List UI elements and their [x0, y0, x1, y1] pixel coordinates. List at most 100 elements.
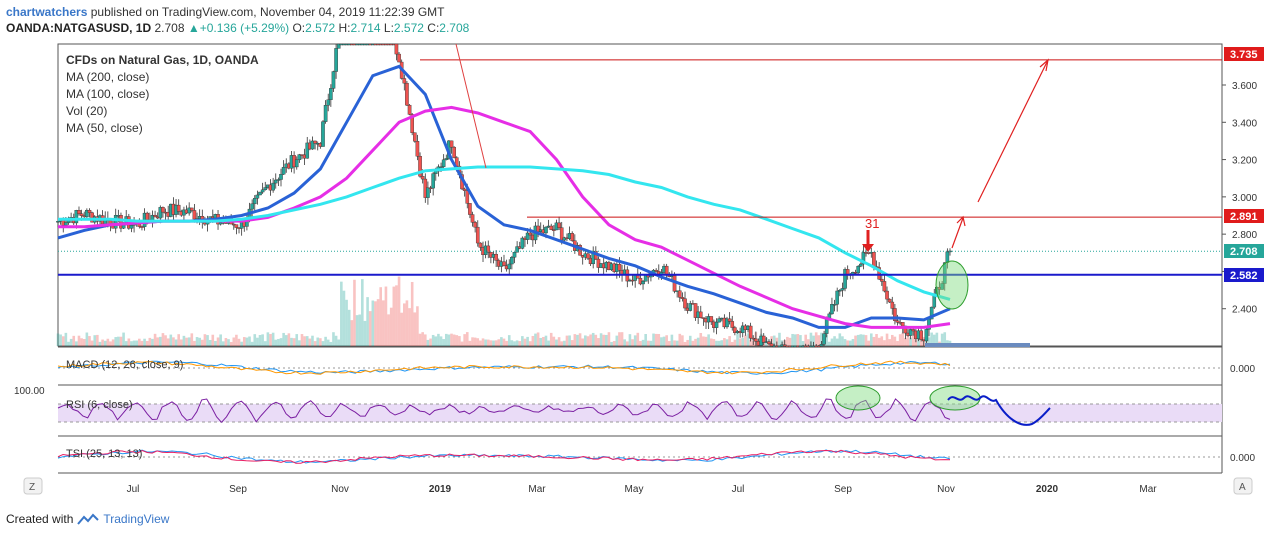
volume-bar	[793, 334, 797, 346]
candle-body	[507, 263, 512, 270]
volume-bar	[605, 334, 608, 346]
volume-bar	[867, 340, 870, 346]
volume-bar	[473, 337, 477, 346]
volume-bar	[586, 336, 590, 346]
volume-bar	[148, 337, 152, 346]
candle-body	[260, 189, 265, 193]
support-level-tag	[1224, 268, 1264, 282]
last-price-value: 2.708	[1230, 246, 1258, 258]
volume-bar	[410, 281, 414, 346]
volume-bar	[691, 340, 695, 346]
candle-body	[859, 263, 863, 267]
candle-body	[189, 207, 194, 211]
volume-bar	[232, 337, 236, 346]
macd-label[interactable]: MACD (12, 26, close, 9)	[66, 359, 183, 371]
volume-bar	[505, 340, 508, 346]
candle-body	[596, 258, 601, 268]
volume-bar	[660, 337, 663, 346]
tsi-label[interactable]: TSI (25, 13, 13)	[66, 448, 142, 460]
candle-body	[475, 226, 480, 244]
volume-bar	[681, 335, 684, 346]
candle-body	[830, 304, 834, 315]
volume-bar	[67, 341, 70, 346]
candle-body	[908, 329, 913, 336]
volume-bars	[56, 276, 952, 346]
publisher-username[interactable]: chartwatchers	[6, 5, 88, 19]
volume-bar	[552, 336, 556, 346]
candle-body	[140, 226, 144, 228]
volume-bar	[594, 334, 598, 346]
candle-body	[887, 298, 892, 303]
candle-body	[478, 242, 483, 248]
volume-bar	[253, 334, 257, 346]
volume-bar	[864, 335, 868, 346]
volume-bar	[59, 334, 62, 346]
time-tick-label: Jul	[732, 484, 745, 495]
candle-body	[525, 232, 530, 240]
volume-bar	[106, 338, 110, 346]
volume-bar	[292, 338, 296, 346]
volume-bar	[515, 340, 519, 346]
volume-bar	[237, 338, 241, 346]
candle-body	[502, 261, 506, 266]
legend-ma200[interactable]: MA (200, close)	[66, 70, 149, 84]
legend-vol[interactable]: Vol (20)	[66, 104, 107, 118]
volume-bar	[190, 333, 194, 346]
volume-bar	[119, 336, 123, 346]
candle-body	[158, 207, 163, 219]
candle-body	[769, 343, 774, 347]
candle-body	[413, 132, 417, 142]
volume-bar	[639, 341, 642, 346]
volume-bar	[919, 340, 923, 346]
volume-bar	[578, 333, 582, 346]
upper-level-tag	[1224, 47, 1264, 61]
candle-body	[698, 311, 703, 318]
volume-bar	[227, 339, 230, 346]
volume-bar	[901, 332, 905, 346]
candle-body	[444, 158, 449, 161]
candle-body	[415, 141, 420, 157]
high-label: H:	[338, 21, 351, 35]
volume-bar	[914, 339, 918, 346]
volume-bar	[812, 335, 815, 346]
candle-body	[326, 99, 331, 106]
tradingview-brand-link[interactable]: TradingView	[103, 512, 170, 526]
volume-bar	[177, 334, 180, 346]
main-pane-frame	[57, 43, 1223, 347]
volume-bar	[885, 333, 889, 346]
auto-scale-button[interactable]	[1233, 477, 1253, 495]
volume-bar	[182, 335, 186, 346]
candle-body	[895, 320, 900, 323]
legend-ma100[interactable]: MA (100, close)	[66, 87, 149, 101]
volume-bar	[153, 333, 157, 346]
volume-bar	[772, 335, 776, 346]
volume-bar	[712, 339, 716, 346]
volume-bar	[717, 340, 721, 346]
volume-bar	[725, 339, 729, 346]
volume-bar	[696, 337, 700, 346]
volume-bar	[458, 336, 461, 346]
candle-body	[832, 304, 837, 306]
time-tick-label: May	[625, 484, 644, 495]
breakout-arrow-line	[951, 217, 964, 249]
candle-body	[313, 140, 317, 144]
volume-bar	[353, 279, 356, 346]
time-axis-ticks: Jul Sep Nov 2019 Mar May Jul Sep Nov 2020 Mar	[127, 484, 1158, 495]
symbol-name[interactable]: OANDA:NATGASUSD, 1D	[6, 21, 152, 35]
volume-bar	[817, 335, 821, 346]
rsi-label[interactable]: RSI (6, close)	[66, 399, 133, 411]
volume-bar	[345, 299, 348, 346]
candle-body	[761, 335, 766, 343]
legend-ma50[interactable]: MA (50, close)	[66, 121, 143, 135]
volume-bar	[311, 335, 314, 346]
volume-bar	[444, 333, 448, 346]
candle-body	[486, 245, 491, 253]
candle-body	[192, 210, 197, 220]
close-value: 2.708	[439, 21, 470, 35]
candle-body	[279, 174, 283, 180]
volume-bar	[340, 281, 343, 346]
support-level-value: 2.582	[1230, 270, 1258, 282]
zoom-left-button[interactable]	[23, 477, 43, 495]
candle-body	[549, 225, 554, 230]
